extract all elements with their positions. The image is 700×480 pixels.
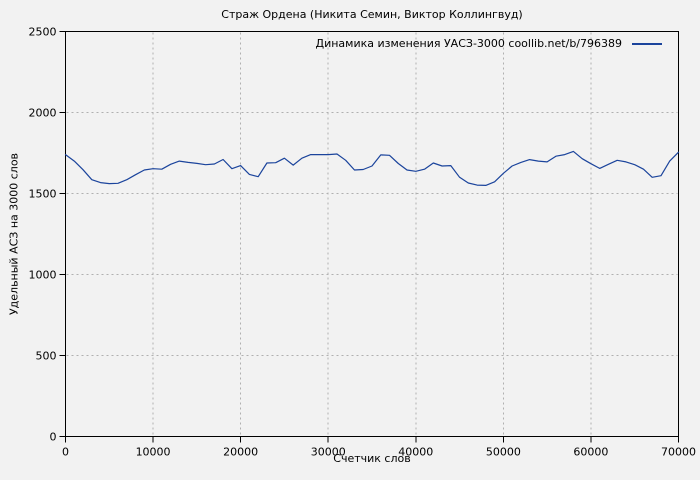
x-tick-label: 40000 <box>398 446 433 459</box>
legend-series-label: Динамика изменения УАСЗ-3000 coollib.net… <box>315 37 623 50</box>
legend-line-sample-icon <box>632 42 662 45</box>
chart-title: Страж Ордена (Никита Семин, Виктор Колли… <box>221 8 523 21</box>
y-tick-label: 2500 <box>29 26 57 39</box>
x-axis-title: Счетчик слов <box>333 452 411 465</box>
y-axis-title: Удельный АСЗ на 3000 слов <box>7 152 21 316</box>
y-tick-label: 0 <box>50 431 57 444</box>
x-tick-label: 30000 <box>311 446 346 459</box>
x-tick-label: 0 <box>62 446 69 459</box>
x-tick-label: 60000 <box>573 446 608 459</box>
x-tick-label: 10000 <box>136 446 171 459</box>
data-line <box>64 150 680 186</box>
x-tick-label: 50000 <box>486 446 521 459</box>
y-tick-label: 1000 <box>29 269 57 282</box>
x-tick-label: 20000 <box>223 446 258 459</box>
legend: Динамика изменения УАСЗ-3000 coollib.net… <box>315 37 662 50</box>
plot-border <box>65 31 679 437</box>
y-tick-label: 500 <box>36 350 57 363</box>
y-tick-label: 1500 <box>29 188 57 201</box>
x-tick-label: 70000 <box>661 446 696 459</box>
y-tick-label: 2000 <box>29 107 57 120</box>
